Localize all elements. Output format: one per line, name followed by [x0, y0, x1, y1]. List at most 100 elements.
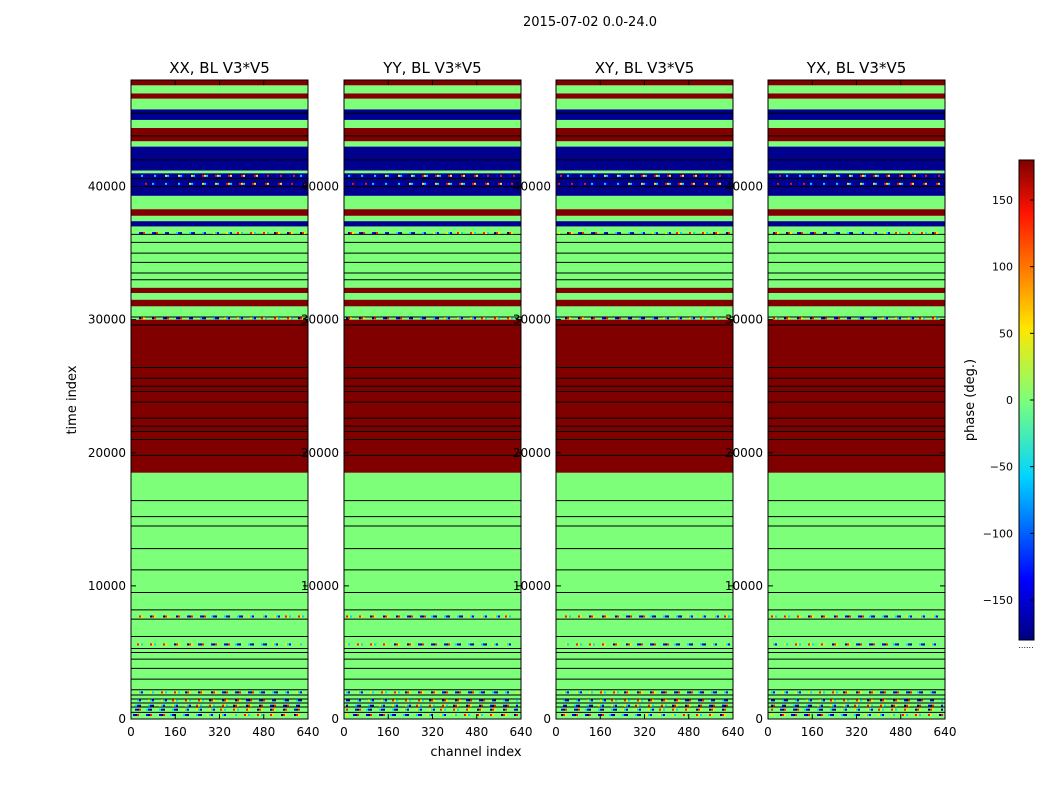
noise-speck: [293, 174, 295, 177]
noise-speck: [862, 615, 864, 618]
noise-speck: [250, 643, 252, 646]
noise-speck: [285, 714, 287, 717]
noise-speck: [461, 317, 463, 320]
noise-speck: [435, 691, 437, 694]
noise-speck: [202, 615, 204, 618]
noise-speck: [901, 182, 903, 185]
noise-speck: [593, 317, 595, 320]
noise-speck: [919, 708, 921, 711]
noise-speck: [187, 615, 189, 618]
noise-speck: [667, 174, 669, 177]
noise-speck: [422, 699, 424, 702]
noise-speck: [700, 708, 702, 711]
noise-speck: [895, 699, 897, 702]
noise-speck: [823, 232, 825, 235]
noise-speck: [213, 708, 215, 711]
noise-speck: [565, 643, 567, 646]
noise-speck: [624, 708, 626, 711]
noise-speck: [481, 643, 483, 646]
noise-speck: [374, 317, 376, 320]
noise-speck: [429, 704, 431, 707]
noise-speck: [786, 317, 788, 320]
noise-speck: [895, 708, 897, 711]
noise-speck: [468, 708, 470, 711]
y-tick-label: 20000: [513, 446, 551, 460]
noise-speck: [882, 615, 884, 618]
noise-speck: [302, 615, 304, 618]
noise-speck: [270, 714, 272, 717]
noise-speck: [481, 708, 483, 711]
noise-speck: [424, 232, 426, 235]
noise-speck: [823, 699, 825, 702]
noise-speck: [250, 691, 252, 694]
noise-speck: [777, 182, 779, 185]
noise-speck: [385, 174, 387, 177]
noise-speck: [676, 615, 678, 618]
noise-speck: [680, 317, 682, 320]
noise-speck: [689, 232, 691, 235]
noise-speck: [637, 699, 639, 702]
noise-speck: [139, 704, 141, 707]
noise-speck: [773, 182, 775, 185]
noise-speck: [263, 182, 265, 185]
noise-speck: [444, 691, 446, 694]
noise-speck: [490, 714, 492, 717]
noise-speck: [420, 704, 422, 707]
noise-speck: [259, 699, 261, 702]
noise-speck: [224, 708, 226, 711]
noise-speck: [472, 691, 474, 694]
noise-speck: [148, 699, 150, 702]
noise-speck: [795, 643, 797, 646]
noise-speck: [719, 174, 721, 177]
phase-band: [768, 472, 945, 719]
noise-speck: [176, 643, 178, 646]
noise-speck: [713, 699, 715, 702]
noise-speck: [494, 317, 496, 320]
noise-speck: [448, 232, 450, 235]
noise-speck: [704, 232, 706, 235]
phase-band: [768, 195, 945, 210]
noise-speck: [274, 699, 276, 702]
noise-speck: [674, 708, 676, 711]
noise-speck: [300, 182, 302, 185]
noise-speck: [265, 615, 267, 618]
noise-speck: [494, 699, 496, 702]
noise-speck: [810, 232, 812, 235]
noise-speck: [832, 691, 834, 694]
noise-speck: [252, 232, 254, 235]
noise-speck: [483, 699, 485, 702]
noise-speck: [891, 714, 893, 717]
noise-speck: [930, 714, 932, 717]
noise-speck: [346, 708, 348, 711]
y-tick-label: 40000: [301, 180, 339, 194]
noise-speck: [817, 714, 819, 717]
noise-speck: [350, 615, 352, 618]
noise-speck: [213, 615, 215, 618]
noise-speck: [189, 232, 191, 235]
noise-speck: [645, 182, 647, 185]
noise-speck: [409, 182, 411, 185]
noise-speck: [511, 317, 513, 320]
noise-speck: [722, 708, 724, 711]
noise-speck: [609, 714, 611, 717]
noise-speck: [604, 643, 606, 646]
noise-speck: [639, 699, 641, 702]
noise-speck: [899, 232, 901, 235]
noise-speck: [370, 691, 372, 694]
noise-speck: [150, 615, 152, 618]
noise-speck: [728, 232, 730, 235]
noise-speck: [713, 691, 715, 694]
noise-speck: [563, 708, 565, 711]
noise-speck: [788, 232, 790, 235]
noise-speck: [584, 182, 586, 185]
phase-band: [131, 141, 308, 147]
noise-speck: [263, 691, 265, 694]
noise-speck: [285, 704, 287, 707]
noise-speck: [446, 699, 448, 702]
noise-speck: [587, 699, 589, 702]
noise-speck: [276, 317, 278, 320]
noise-speck: [678, 174, 680, 177]
noise-speck: [589, 699, 591, 702]
noise-speck: [278, 317, 280, 320]
noise-speck: [494, 643, 496, 646]
